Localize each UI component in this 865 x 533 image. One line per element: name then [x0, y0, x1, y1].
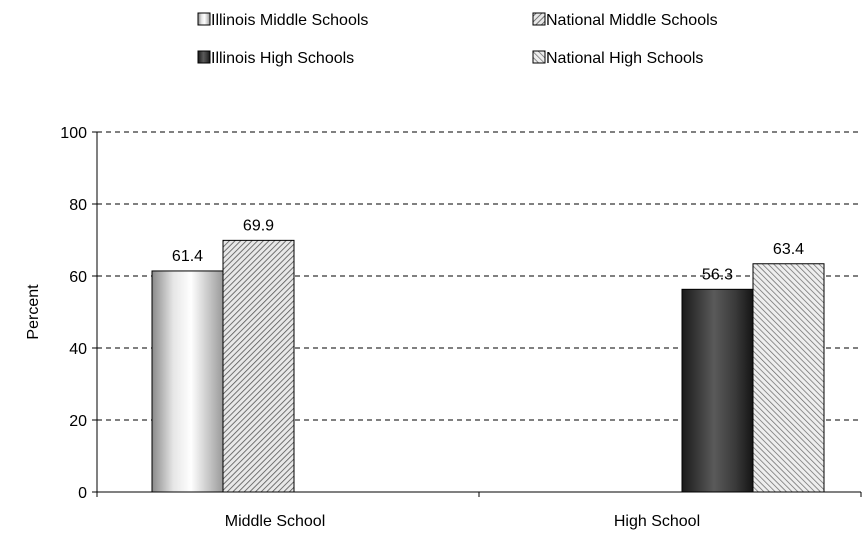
data-label: 69.9	[243, 217, 274, 234]
bar-illinois-middle-schools	[151, 270, 224, 493]
legend-label: National Middle Schools	[546, 12, 718, 29]
bar-national-high-schools	[752, 263, 825, 493]
legend: Illinois Middle Schools National Middle S…	[197, 12, 718, 67]
legend-label: National High Schools	[546, 50, 703, 67]
legend-swatch	[197, 50, 211, 64]
legend-item: National High Schools	[532, 50, 703, 67]
data-label: 56.3	[702, 266, 733, 283]
legend-item: National Middle Schools	[532, 12, 718, 29]
legend-item: Illinois Middle Schools	[197, 12, 368, 29]
y-tick-label: 0	[78, 485, 87, 502]
x-tick-label: High School	[614, 513, 700, 530]
data-label: 61.4	[172, 248, 203, 265]
y-tick-label: 80	[69, 197, 87, 214]
legend-swatch	[532, 12, 546, 26]
y-tick-label: 100	[60, 125, 87, 142]
bar-national-middle-schools	[222, 239, 295, 493]
y-tick-label: 40	[69, 341, 87, 358]
axes: 0 20 40 60 80 100 Middle School High School Perc…	[25, 125, 862, 530]
bars	[151, 239, 825, 493]
data-labels: 61.4 69.9 56.3 63.4	[172, 217, 804, 283]
legend-label: Illinois High Schools	[211, 50, 354, 67]
y-tick-label: 60	[69, 269, 87, 286]
legend-swatch	[532, 50, 546, 64]
y-tick-label: 20	[69, 413, 87, 430]
legend-swatch	[197, 12, 211, 26]
data-label: 63.4	[773, 241, 804, 258]
legend-item: Illinois High Schools	[197, 50, 354, 67]
x-tick-label: Middle School	[225, 513, 326, 530]
y-axis-title: Percent	[25, 284, 42, 340]
bar-illinois-high-schools	[681, 288, 754, 493]
legend-label: Illinois Middle Schools	[211, 12, 368, 29]
